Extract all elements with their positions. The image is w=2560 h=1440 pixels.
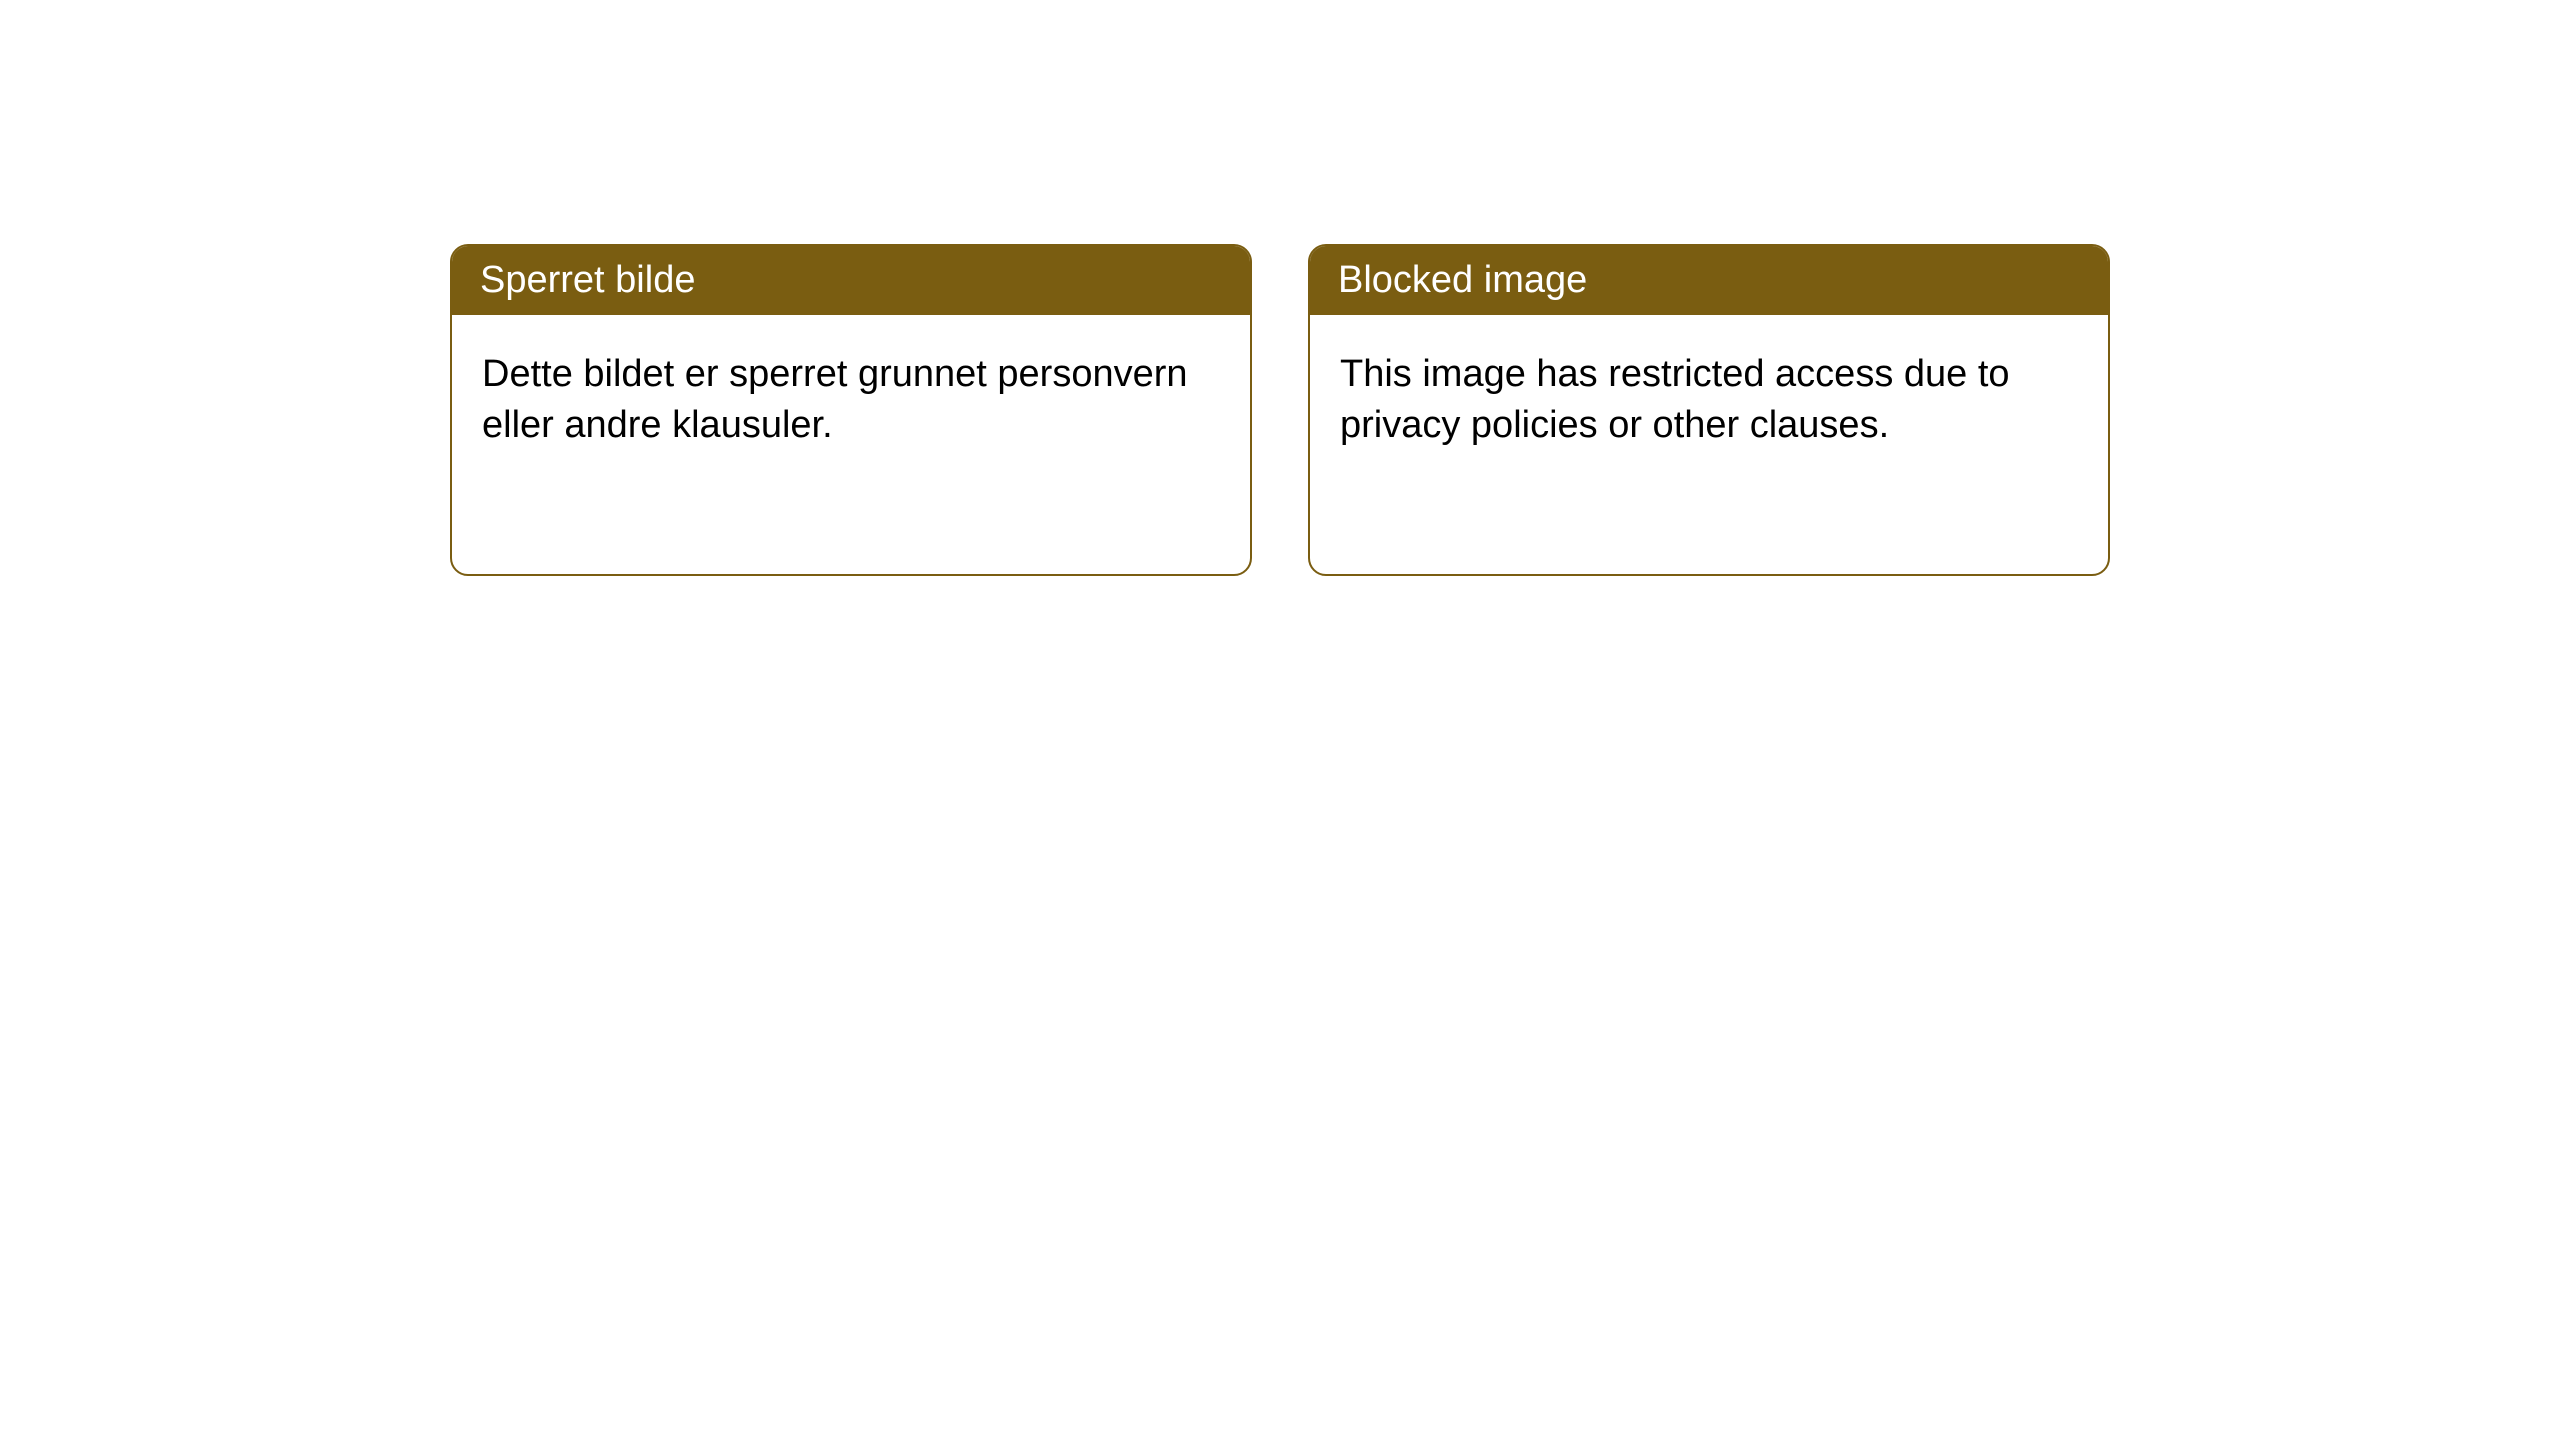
notice-card-english: Blocked image This image has restricted … <box>1308 244 2110 576</box>
card-header-text: Sperret bilde <box>480 259 695 301</box>
card-body: Dette bildet er sperret grunnet personve… <box>452 315 1250 486</box>
notice-container: Sperret bilde Dette bildet er sperret gr… <box>0 0 2560 576</box>
card-body: This image has restricted access due to … <box>1310 315 2108 486</box>
card-body-text: This image has restricted access due to … <box>1340 353 2010 446</box>
card-header: Sperret bilde <box>452 246 1250 315</box>
card-header-text: Blocked image <box>1338 259 1587 301</box>
card-body-text: Dette bildet er sperret grunnet personve… <box>482 353 1188 446</box>
notice-card-norwegian: Sperret bilde Dette bildet er sperret gr… <box>450 244 1252 576</box>
card-header: Blocked image <box>1310 246 2108 315</box>
